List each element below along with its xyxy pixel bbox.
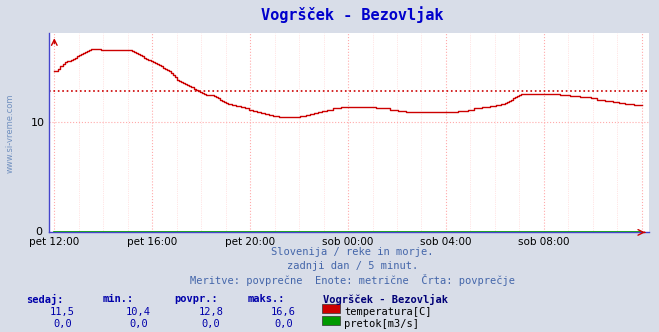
Text: www.si-vreme.com: www.si-vreme.com xyxy=(6,93,15,173)
Text: zadnji dan / 5 minut.: zadnji dan / 5 minut. xyxy=(287,261,418,271)
Text: 0,0: 0,0 xyxy=(53,319,72,329)
Text: 10,4: 10,4 xyxy=(126,307,151,317)
Text: povpr.:: povpr.: xyxy=(175,294,218,304)
Text: Slovenija / reke in morje.: Slovenija / reke in morje. xyxy=(272,247,434,257)
Text: 0,0: 0,0 xyxy=(129,319,148,329)
Text: sedaj:: sedaj: xyxy=(26,294,64,305)
Text: 12,8: 12,8 xyxy=(198,307,223,317)
Text: maks.:: maks.: xyxy=(247,294,285,304)
Text: 0,0: 0,0 xyxy=(202,319,220,329)
Text: pretok[m3/s]: pretok[m3/s] xyxy=(344,319,419,329)
Text: temperatura[C]: temperatura[C] xyxy=(344,307,432,317)
Text: min.:: min.: xyxy=(102,294,133,304)
Text: 0,0: 0,0 xyxy=(274,319,293,329)
Text: 16,6: 16,6 xyxy=(271,307,296,317)
Text: 11,5: 11,5 xyxy=(50,307,75,317)
Text: Vogršček - Bezovljak: Vogršček - Bezovljak xyxy=(323,294,448,305)
Text: 0: 0 xyxy=(35,227,42,237)
Text: Vogršček - Bezovljak: Vogršček - Bezovljak xyxy=(262,7,444,23)
Text: Meritve: povprečne  Enote: metrične  Črta: povprečje: Meritve: povprečne Enote: metrične Črta:… xyxy=(190,274,515,286)
